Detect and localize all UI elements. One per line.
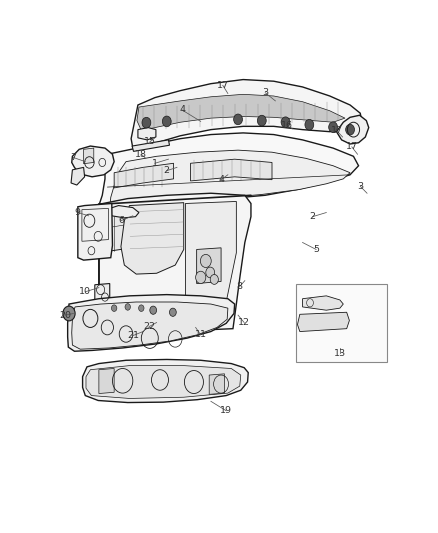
Polygon shape	[121, 203, 184, 274]
Circle shape	[63, 306, 75, 321]
Polygon shape	[209, 374, 224, 394]
Circle shape	[142, 117, 151, 128]
Text: 13: 13	[334, 349, 346, 358]
Text: 20: 20	[59, 311, 71, 320]
Polygon shape	[99, 193, 251, 334]
Circle shape	[346, 124, 354, 135]
Text: 2: 2	[310, 212, 316, 221]
Polygon shape	[110, 150, 350, 214]
Polygon shape	[99, 133, 359, 219]
Text: 3: 3	[357, 182, 363, 191]
Polygon shape	[72, 146, 114, 177]
Polygon shape	[99, 368, 114, 393]
Text: 8: 8	[237, 282, 243, 291]
Circle shape	[162, 116, 171, 127]
Text: 4: 4	[218, 175, 224, 184]
Text: 10: 10	[79, 287, 91, 296]
Polygon shape	[132, 140, 170, 151]
Text: 3: 3	[262, 88, 268, 97]
Circle shape	[328, 122, 338, 133]
Text: 6: 6	[118, 216, 124, 225]
Circle shape	[200, 254, 211, 268]
Circle shape	[305, 119, 314, 130]
Polygon shape	[83, 359, 248, 402]
Text: 11: 11	[195, 330, 207, 340]
Polygon shape	[197, 248, 221, 284]
Text: 2: 2	[164, 166, 170, 175]
Polygon shape	[86, 366, 241, 399]
Text: 7: 7	[71, 153, 76, 162]
Circle shape	[196, 271, 206, 284]
Polygon shape	[67, 295, 235, 351]
Text: 17: 17	[346, 142, 358, 151]
Polygon shape	[303, 296, 343, 310]
Polygon shape	[72, 302, 228, 349]
Circle shape	[258, 115, 266, 126]
Circle shape	[111, 305, 117, 311]
Text: 16: 16	[281, 121, 293, 130]
Circle shape	[210, 274, 219, 284]
Polygon shape	[105, 211, 111, 218]
Polygon shape	[191, 159, 272, 181]
Text: 9: 9	[75, 208, 81, 217]
Text: 19: 19	[220, 406, 232, 415]
Text: 22: 22	[143, 322, 155, 331]
Circle shape	[206, 267, 215, 278]
Text: 15: 15	[144, 138, 156, 147]
Polygon shape	[185, 201, 237, 304]
Circle shape	[233, 114, 243, 125]
Polygon shape	[114, 163, 173, 188]
Text: 1: 1	[152, 159, 158, 168]
Ellipse shape	[183, 310, 201, 327]
FancyBboxPatch shape	[296, 284, 387, 361]
Polygon shape	[297, 312, 350, 332]
Circle shape	[281, 117, 290, 127]
Polygon shape	[84, 148, 94, 164]
Circle shape	[138, 305, 144, 311]
Polygon shape	[137, 94, 345, 131]
Polygon shape	[95, 284, 110, 304]
Text: 21: 21	[127, 331, 139, 340]
Polygon shape	[104, 213, 126, 252]
Circle shape	[150, 306, 156, 314]
Polygon shape	[78, 204, 113, 260]
Polygon shape	[71, 167, 85, 185]
Text: 12: 12	[238, 318, 250, 327]
Text: 4: 4	[179, 106, 185, 115]
Polygon shape	[138, 127, 156, 140]
Text: 17: 17	[331, 126, 343, 135]
Circle shape	[125, 304, 131, 310]
Text: 17: 17	[217, 81, 229, 90]
Polygon shape	[110, 206, 139, 218]
Polygon shape	[131, 79, 362, 149]
Circle shape	[170, 308, 176, 317]
Text: 5: 5	[313, 245, 319, 254]
Text: 18: 18	[135, 150, 147, 159]
Polygon shape	[336, 115, 369, 144]
